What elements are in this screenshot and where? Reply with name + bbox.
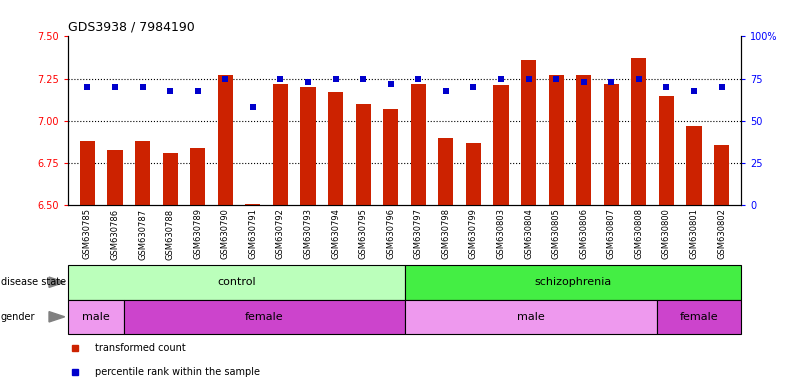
Text: percentile rank within the sample: percentile rank within the sample [95, 366, 260, 377]
Bar [411, 84, 426, 205]
Text: GSM630796: GSM630796 [386, 209, 395, 260]
Bar [438, 138, 453, 205]
Bar [68, 265, 405, 300]
Text: GSM630800: GSM630800 [662, 209, 671, 259]
Point [578, 79, 590, 85]
Text: GSM630789: GSM630789 [193, 209, 202, 260]
Bar [163, 153, 178, 205]
Point [660, 84, 673, 90]
Bar [686, 126, 702, 205]
Text: female: female [245, 312, 284, 322]
Text: GSM630787: GSM630787 [138, 209, 147, 260]
Text: control: control [217, 277, 256, 287]
Text: GSM630806: GSM630806 [579, 209, 588, 260]
Text: GSM630792: GSM630792 [276, 209, 285, 259]
Bar [631, 58, 646, 205]
Bar [190, 148, 205, 205]
Point [302, 79, 315, 85]
Bar [405, 265, 741, 300]
Text: GSM630808: GSM630808 [634, 209, 643, 260]
Text: male: male [83, 312, 110, 322]
Bar [576, 75, 591, 205]
Point [633, 76, 646, 82]
Text: schizophrenia: schizophrenia [534, 277, 611, 287]
Bar [135, 141, 150, 205]
Point [247, 104, 260, 111]
Bar [300, 87, 316, 205]
Bar [124, 300, 405, 334]
Text: female: female [679, 312, 718, 322]
Polygon shape [49, 312, 65, 322]
Text: GSM630791: GSM630791 [248, 209, 257, 259]
Point [687, 88, 700, 94]
Point [494, 76, 507, 82]
Point [522, 76, 535, 82]
Point [605, 79, 618, 85]
Bar [405, 300, 657, 334]
Point [549, 76, 562, 82]
Bar [383, 109, 398, 205]
Text: gender: gender [1, 312, 35, 322]
Text: GSM630803: GSM630803 [497, 209, 505, 260]
Bar [356, 104, 371, 205]
Point [467, 84, 480, 90]
Text: GSM630797: GSM630797 [414, 209, 423, 260]
Bar [466, 143, 481, 205]
Point [191, 88, 204, 94]
Text: GSM630807: GSM630807 [607, 209, 616, 260]
Bar [549, 75, 564, 205]
Bar [68, 300, 124, 334]
Text: GSM630805: GSM630805 [552, 209, 561, 259]
Point [329, 76, 342, 82]
Bar [521, 60, 536, 205]
Text: GSM630801: GSM630801 [690, 209, 698, 259]
Text: male: male [517, 312, 545, 322]
Point [81, 84, 94, 90]
Text: GSM630794: GSM630794 [331, 209, 340, 259]
Bar [493, 86, 509, 205]
Point [163, 88, 176, 94]
Point [136, 84, 149, 90]
Point [219, 76, 231, 82]
Bar [245, 204, 260, 205]
Text: GDS3938 / 7984190: GDS3938 / 7984190 [68, 21, 195, 34]
Text: GSM630786: GSM630786 [111, 209, 119, 260]
Bar [714, 145, 729, 205]
Text: GSM630804: GSM630804 [524, 209, 533, 259]
Bar [659, 96, 674, 205]
Point [274, 76, 287, 82]
Text: GSM630785: GSM630785 [83, 209, 92, 260]
Point [440, 88, 453, 94]
Text: GSM630795: GSM630795 [359, 209, 368, 259]
Bar [328, 92, 343, 205]
Point [109, 84, 122, 90]
Text: GSM630798: GSM630798 [441, 209, 450, 260]
Point [356, 76, 369, 82]
Point [384, 81, 397, 87]
Bar [604, 84, 619, 205]
Text: GSM630802: GSM630802 [717, 209, 727, 259]
Bar [273, 84, 288, 205]
Text: GSM630790: GSM630790 [221, 209, 230, 259]
Point [715, 84, 728, 90]
Text: GSM630793: GSM630793 [304, 209, 312, 260]
Text: GSM630788: GSM630788 [166, 209, 175, 260]
Bar [218, 75, 233, 205]
Bar [80, 141, 95, 205]
Text: disease state: disease state [1, 277, 66, 287]
Bar [107, 150, 123, 205]
Text: transformed count: transformed count [95, 343, 186, 353]
Bar [657, 300, 741, 334]
Polygon shape [49, 277, 65, 287]
Point [412, 76, 425, 82]
Text: GSM630799: GSM630799 [469, 209, 478, 259]
